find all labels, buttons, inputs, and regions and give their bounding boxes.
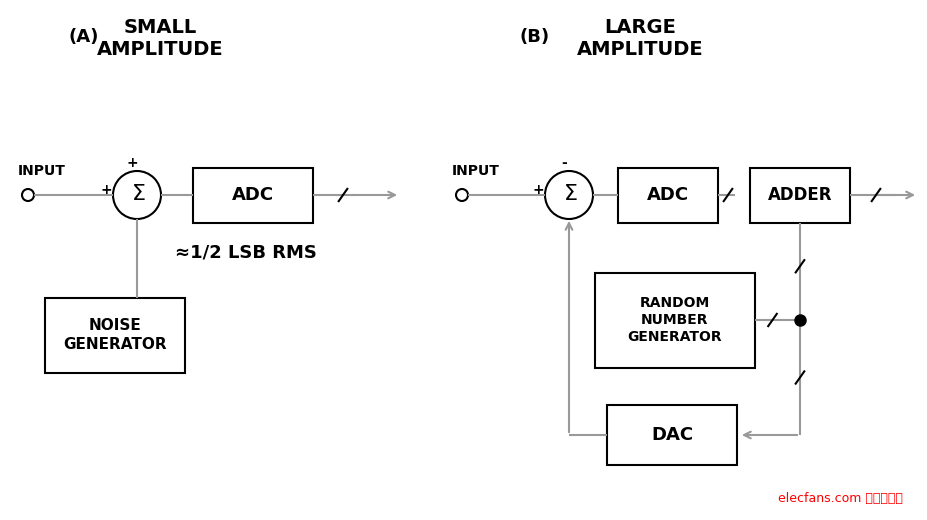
Text: +: + xyxy=(100,183,112,197)
Bar xyxy=(607,405,737,465)
Bar xyxy=(750,167,850,223)
Text: (B): (B) xyxy=(520,28,550,46)
Text: ADC: ADC xyxy=(647,186,689,204)
Text: (A): (A) xyxy=(68,28,98,46)
Text: RANDOM
NUMBER
GENERATOR: RANDOM NUMBER GENERATOR xyxy=(628,296,722,344)
Text: INPUT: INPUT xyxy=(452,164,500,178)
Text: LARGE
AMPLITUDE: LARGE AMPLITUDE xyxy=(577,18,704,59)
Text: ≈1/2 LSB RMS: ≈1/2 LSB RMS xyxy=(175,243,317,261)
Text: NOISE
GENERATOR: NOISE GENERATOR xyxy=(63,318,167,352)
Bar xyxy=(193,167,313,223)
Text: $\Sigma$: $\Sigma$ xyxy=(563,184,578,204)
Text: +: + xyxy=(532,183,544,197)
Text: -: - xyxy=(561,156,567,170)
Bar xyxy=(45,297,185,372)
Text: INPUT: INPUT xyxy=(18,164,66,178)
Text: DAC: DAC xyxy=(651,426,693,444)
Text: $\Sigma$: $\Sigma$ xyxy=(131,184,146,204)
Text: ADDER: ADDER xyxy=(768,186,832,204)
Bar xyxy=(595,272,755,368)
Text: SMALL
AMPLITUDE: SMALL AMPLITUDE xyxy=(96,18,223,59)
Text: +: + xyxy=(126,156,138,170)
Bar xyxy=(618,167,718,223)
Text: elecfans.com 电子发烧友: elecfans.com 电子发烧友 xyxy=(778,492,903,505)
Text: ADC: ADC xyxy=(232,186,274,204)
